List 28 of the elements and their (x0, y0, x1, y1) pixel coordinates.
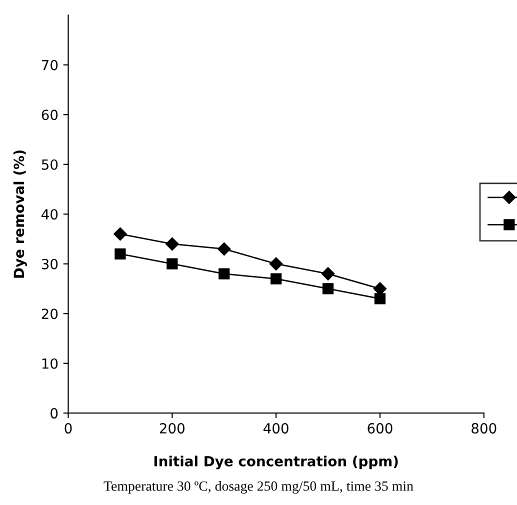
x-tick-label: 200 (160, 423, 184, 434)
y-tick-label: 40 (42, 209, 58, 220)
point (218, 242, 231, 256)
point (269, 257, 283, 270)
x-tick-label: 800 (472, 423, 496, 434)
y-tick-label: 0 (50, 408, 58, 419)
x-tick-label: 600 (368, 423, 392, 434)
point (166, 237, 179, 251)
point (322, 283, 334, 294)
y-tick-label: 60 (42, 110, 58, 120)
y-axis-title: Dye removal (%) (13, 150, 27, 278)
y-tick-label: 20 (42, 308, 58, 320)
point (114, 248, 126, 260)
x-tick-label: 400 (264, 423, 288, 434)
point (374, 293, 386, 304)
y-tick-label: 50 (42, 159, 58, 170)
y-tick-label: 10 (42, 358, 58, 369)
point (218, 268, 230, 280)
point (270, 273, 282, 284)
y-tick-label: 70 (42, 60, 58, 70)
x-tick-label: 0 (64, 423, 72, 434)
point (166, 258, 178, 270)
text: Temperature 30 ºC, dosage 250 mg/50 mL, time 35 min (104, 481, 414, 494)
point (321, 267, 335, 280)
y-tick-label: 30 (42, 258, 58, 270)
x-axis-title: Initial Dye concentration (ppm) (154, 456, 398, 470)
point (373, 282, 387, 296)
point (114, 227, 127, 241)
